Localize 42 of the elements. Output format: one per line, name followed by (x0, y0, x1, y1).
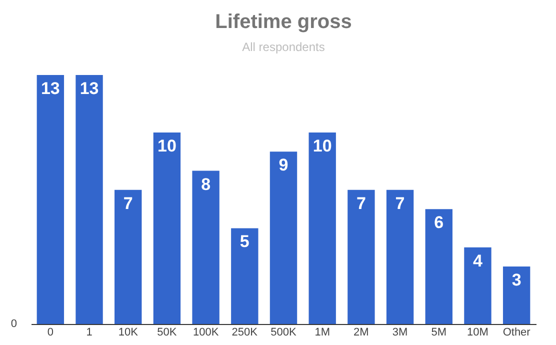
data-label: 10 (312, 136, 332, 156)
x-tick-label: 250K (232, 326, 258, 338)
x-tick-label: 0 (47, 326, 54, 338)
bar (76, 75, 103, 324)
bar (464, 247, 492, 324)
chart-title: Lifetime gross (215, 11, 352, 33)
bar (348, 190, 375, 324)
bar (36, 75, 64, 324)
x-tick-label: 10K (118, 326, 139, 338)
text: 0 (10, 318, 17, 330)
x-tick-label: 50K (157, 326, 178, 338)
x-tick-label: 3M (392, 326, 408, 338)
x-tick-label: 1M (314, 326, 330, 338)
data-label: 9 (278, 156, 288, 175)
data-label: 13 (40, 79, 60, 98)
data-label: 7 (356, 194, 366, 213)
bar (153, 132, 181, 324)
data-label: 13 (80, 79, 99, 98)
bar (270, 152, 298, 324)
data-label: 3 (512, 270, 522, 290)
x-tick-label: 1 (86, 326, 92, 338)
data-label: 7 (123, 194, 133, 213)
x-tick-label: 10M (467, 326, 488, 338)
data-label: 8 (201, 174, 211, 194)
bar (425, 209, 452, 324)
bar (192, 170, 220, 324)
x-tick-label: 100K (192, 326, 220, 338)
x-tick-label: 5M (431, 326, 447, 338)
x-tick-label: 500K (270, 326, 297, 338)
bar (502, 266, 530, 324)
x-tick-label: 2M (354, 326, 369, 338)
bar (231, 228, 258, 324)
x-tick-label: Other (502, 326, 531, 338)
data-label: 5 (240, 232, 250, 252)
data-label: 6 (434, 213, 444, 232)
bar (114, 190, 142, 324)
bar (308, 132, 336, 324)
data-label: 10 (158, 136, 176, 156)
data-label: 4 (472, 251, 483, 270)
data-label: 7 (395, 194, 405, 213)
chart-subtitle: All respondents (242, 40, 325, 54)
bar (386, 190, 414, 324)
